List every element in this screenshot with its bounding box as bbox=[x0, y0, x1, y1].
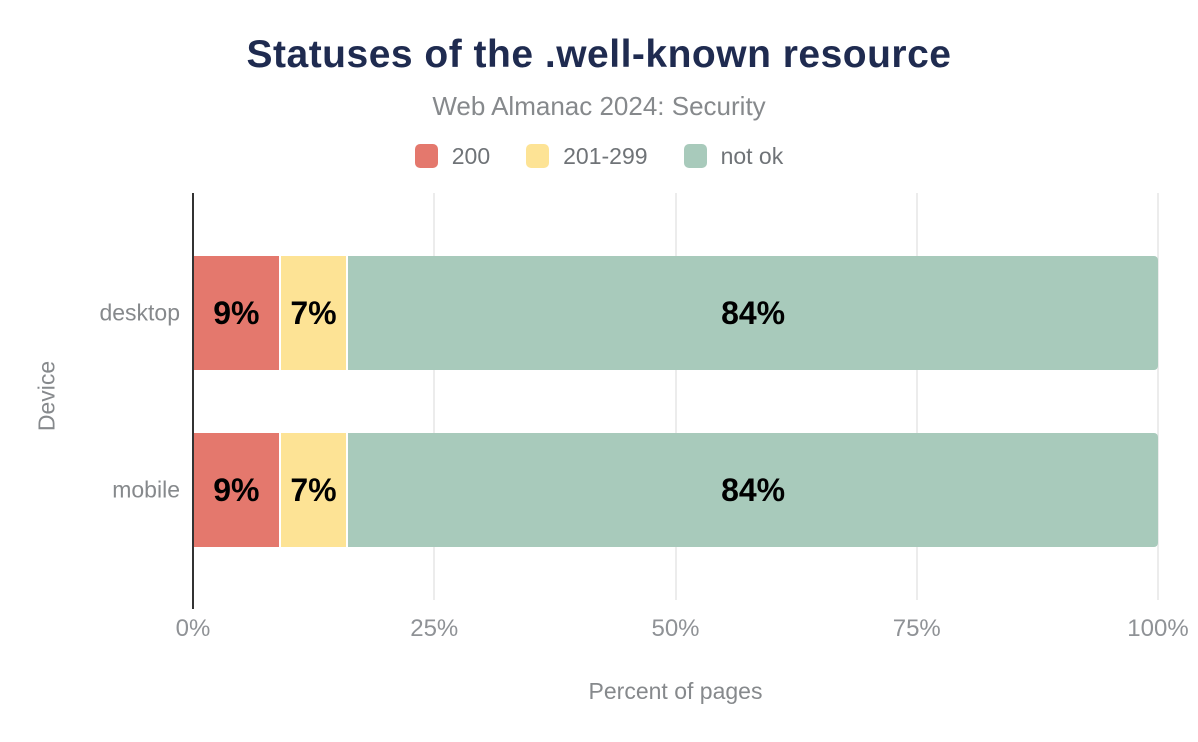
x-tick-50: 50% bbox=[651, 615, 700, 642]
bar-value-label: 84% bbox=[721, 471, 786, 508]
legend-item-201-299: 201-299 bbox=[526, 142, 648, 170]
y-axis-title: Device bbox=[33, 360, 60, 432]
x-tick-100: 100% bbox=[1127, 615, 1189, 642]
legend: 200 201-299 not ok bbox=[0, 140, 1198, 172]
bar-mobile-segment-not-ok: 84% bbox=[348, 433, 1158, 547]
bar-desktop: 9% 7% 84% bbox=[194, 256, 1158, 370]
bar-desktop-segment-201-299: 7% bbox=[280, 256, 349, 370]
gridline-75 bbox=[915, 193, 918, 600]
gridline-25 bbox=[433, 193, 436, 600]
y-tick-mobile: mobile bbox=[112, 476, 180, 503]
bar-value-label: 9% bbox=[213, 471, 260, 508]
bar-value-label: 9% bbox=[213, 294, 260, 331]
legend-swatch-201-299 bbox=[526, 144, 550, 168]
legend-swatch-not-ok bbox=[683, 144, 707, 168]
legend-item-not-ok: not ok bbox=[683, 142, 784, 170]
bar-value-label: 84% bbox=[721, 294, 786, 331]
x-tick-75: 75% bbox=[892, 615, 941, 642]
bar-mobile-segment-201-299: 7% bbox=[280, 433, 349, 547]
x-tick-25: 25% bbox=[410, 615, 459, 642]
x-tick-0: 0% bbox=[175, 615, 211, 642]
bar-mobile: 9% 7% 84% bbox=[194, 433, 1158, 547]
plot-area: 9% 7% 84% 9% 7% 84% bbox=[192, 193, 1159, 609]
gridline-50 bbox=[674, 193, 677, 600]
legend-item-200: 200 bbox=[414, 142, 491, 170]
legend-swatch-200 bbox=[414, 144, 438, 168]
legend-label: 200 bbox=[451, 142, 491, 169]
bar-desktop-segment-200: 9% bbox=[194, 256, 281, 370]
chart-subtitle: Web Almanac 2024: Security bbox=[432, 91, 766, 121]
chart-title: Statuses of the .well-known resource bbox=[246, 33, 952, 76]
bar-value-label: 7% bbox=[290, 471, 337, 508]
bar-mobile-segment-200: 9% bbox=[194, 433, 281, 547]
x-axis-title: Percent of pages bbox=[588, 678, 763, 704]
bar-value-label: 7% bbox=[290, 294, 337, 331]
y-tick-desktop: desktop bbox=[99, 299, 180, 326]
bar-desktop-segment-not-ok: 84% bbox=[348, 256, 1158, 370]
legend-label: 201-299 bbox=[563, 142, 648, 169]
legend-label: not ok bbox=[720, 142, 784, 169]
gridline-100 bbox=[1157, 193, 1159, 600]
y-axis-line bbox=[192, 193, 194, 609]
